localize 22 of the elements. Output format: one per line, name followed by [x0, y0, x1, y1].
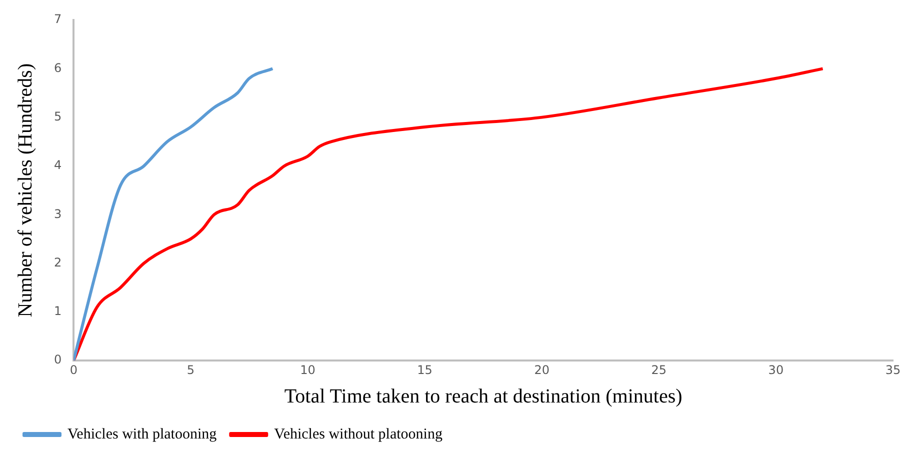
- y-tick-label: 1: [54, 304, 62, 318]
- y-tick-label: 4: [54, 158, 62, 172]
- y-tick-label: 5: [54, 109, 62, 124]
- y-axis-title: Number of vehicles (Hundreds): [14, 63, 36, 318]
- y-tick-label: 6: [54, 60, 62, 75]
- y-tick-label: 2: [54, 255, 62, 270]
- legend-label: Vehicles without platooning: [274, 426, 443, 442]
- x-tick-label: 35: [885, 362, 901, 377]
- x-axis-title: Total Time taken to reach at destination (minutes): [284, 385, 682, 408]
- x-tick-label: 30: [768, 362, 784, 377]
- x-tick-label: 25: [651, 362, 667, 377]
- x-tick-label: 10: [300, 362, 316, 377]
- y-tick-label: 3: [54, 206, 62, 221]
- x-tick-label: 20: [534, 362, 550, 377]
- legend-label: Vehicles with platooning: [68, 426, 218, 442]
- x-tick-label: 5: [186, 362, 195, 377]
- line-series: [74, 67, 274, 361]
- y-tick-label: 0: [54, 352, 62, 367]
- x-tick-label: 0: [70, 362, 78, 377]
- line-series: [74, 67, 824, 361]
- y-tick-label: 7: [54, 12, 62, 26]
- x-tick-label: 15: [417, 362, 432, 377]
